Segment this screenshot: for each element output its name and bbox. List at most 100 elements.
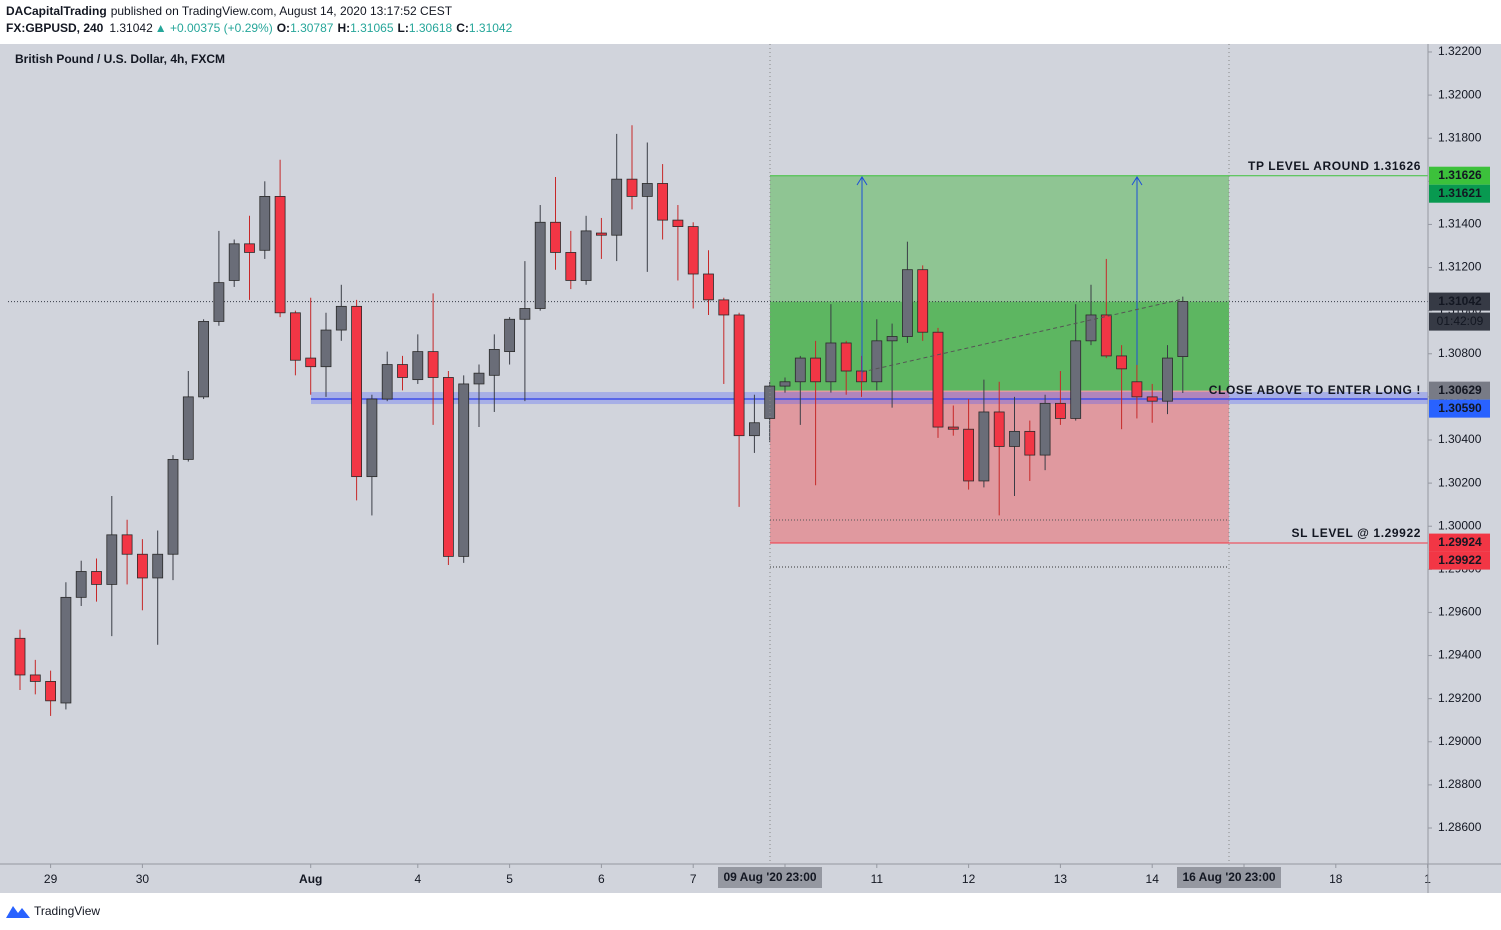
y-tick-label: 1.31400 (1438, 217, 1482, 231)
candle-body (641, 183, 653, 197)
candle-body (442, 377, 454, 557)
price-label-bg (1429, 184, 1490, 203)
candle-body (749, 422, 760, 437)
candle-body (427, 351, 439, 378)
candle-body (917, 269, 929, 333)
candle-body (672, 219, 684, 227)
ohlc-label: C: (456, 21, 469, 35)
candle-body (1131, 381, 1143, 398)
y-tick-label: 1.30200 (1438, 475, 1482, 489)
candle-body (412, 351, 424, 381)
arrow-head (1131, 176, 1143, 186)
y-tick-label: 1.30400 (1438, 432, 1482, 446)
y-tick-label: 1.29200 (1438, 691, 1482, 705)
candle-body (932, 331, 944, 428)
candle-body (1024, 430, 1036, 456)
plot: 1.28600 1.28800 1.29000 1.29200 1.29400 1.296… (14, 44, 1482, 886)
x-tick-label: 12 (962, 872, 976, 886)
price-label: 1.29924 (1438, 535, 1482, 549)
logo (6, 906, 30, 918)
candle-body (978, 411, 990, 482)
price-label-bg (1429, 166, 1490, 185)
candle-body (794, 357, 806, 383)
candle-body (733, 314, 745, 437)
level-annotation: TP LEVEL AROUND 1.31626 (1248, 159, 1421, 173)
candle-body (993, 411, 1005, 447)
candle-body (1146, 396, 1158, 402)
price-label: 1.30590 (1438, 401, 1482, 415)
candle-body (687, 226, 699, 275)
candle-body (565, 252, 577, 281)
x-tick-label: 30 (136, 872, 150, 886)
y-tick-label: 1.29600 (1438, 605, 1482, 619)
x-tick-label: 11 (871, 872, 884, 886)
candle-body (657, 183, 668, 221)
candle-body (381, 364, 393, 400)
arrow-head (856, 176, 868, 186)
candle-body (397, 364, 408, 378)
candle-body (60, 596, 72, 704)
candle-body (167, 458, 179, 555)
candle-body (504, 318, 516, 353)
y-tick-label: 1.28600 (1438, 820, 1482, 834)
candle-body (14, 637, 26, 676)
candle-body (963, 428, 974, 482)
candle-body (779, 381, 791, 387)
y-tick-label: 1.28800 (1438, 777, 1482, 791)
price-label-bg (1429, 533, 1490, 552)
candle-body (1055, 402, 1066, 419)
price-label-bg (1429, 399, 1490, 418)
candle-body (580, 230, 592, 281)
candle-body (718, 299, 730, 316)
x-tick-label: Aug (299, 872, 322, 886)
x-tick-label: 14 (1146, 872, 1160, 886)
price-label: 1.31621 (1438, 186, 1482, 200)
ohlc-value: 1.30618 (409, 21, 453, 35)
level-annotation: CLOSE ABOVE TO ENTER LONG ! (1209, 383, 1421, 397)
countdown: 01:42:09 (1437, 314, 1484, 328)
header-line: DACapitalTrading published on TradingView… (6, 4, 453, 18)
candle-body (519, 308, 531, 320)
x-tick-label: 7 (690, 872, 697, 886)
time-label: 09 Aug '20 23:00 (723, 870, 816, 884)
y-tick-label: 1.30000 (1438, 518, 1482, 532)
chart-area (0, 44, 1501, 893)
price-label-bg (1429, 292, 1490, 311)
candle-body (1100, 314, 1112, 357)
ohlc-label: O: (277, 21, 290, 35)
price-label-bg (1429, 551, 1490, 570)
ohlc-value: 1.31065 (350, 21, 394, 35)
y-tick-label: 1.31800 (1438, 130, 1482, 144)
change: ▲ +0.00375 (+0.29%) (155, 21, 273, 35)
candle-body (1116, 355, 1127, 370)
y-tick-label: 1.30800 (1438, 346, 1482, 360)
footer-bar (0, 893, 1501, 930)
candle-body (228, 243, 240, 281)
candle-body (106, 534, 118, 585)
last-price: 1.31042 (109, 21, 153, 35)
countdown-bg (1429, 312, 1490, 331)
y-tick-label: 1.32200 (1438, 44, 1482, 58)
candle-body (596, 232, 607, 236)
x-tick-label: 13 (1054, 872, 1068, 886)
y-tick-label: 1.31200 (1438, 260, 1482, 274)
trend-line (861, 298, 1184, 373)
candle-body (611, 178, 623, 236)
candle-body (305, 357, 317, 368)
x-tick-label: 29 (44, 872, 58, 886)
candle-body (335, 305, 347, 331)
footer-brand: TradingView (34, 904, 100, 918)
candle-body (351, 305, 363, 478)
candle-body (825, 342, 837, 383)
candle-body (703, 273, 714, 301)
price-label: 1.29922 (1438, 553, 1482, 567)
candle-body (152, 553, 164, 579)
candle-body (764, 385, 776, 419)
x-tick-label: 4 (414, 872, 421, 886)
candle-body (1162, 357, 1173, 402)
candle-body (121, 534, 133, 555)
candle-body (320, 329, 332, 368)
y-tick-label: 1.29000 (1438, 734, 1482, 748)
candle-body (213, 282, 225, 322)
time-label-bg (718, 867, 822, 888)
